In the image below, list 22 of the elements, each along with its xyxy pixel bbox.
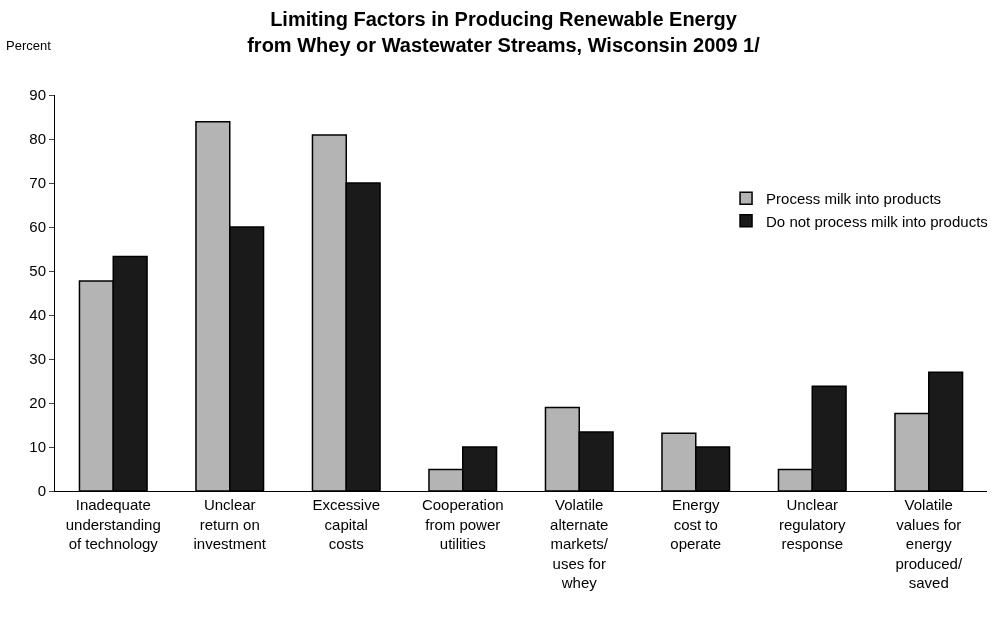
x-tick-label: Volatile values for energy produced/ saved (895, 496, 963, 591)
y-axis-title: Percent (6, 38, 52, 53)
x-tick-label: Excessive capital costs (312, 496, 381, 552)
y-tick-label: 20 (29, 394, 46, 412)
y-tick-label: 30 (29, 350, 46, 368)
y-tick-label: 90 (29, 86, 46, 104)
legend-label: Do not process milk into products (766, 212, 988, 230)
y-tick-label: 80 (29, 130, 46, 148)
y-tick-label: 40 (29, 306, 46, 324)
x-tick-label: Volatile alternate markets/ uses for whey (550, 496, 609, 591)
chart-title: Limiting Factors in Producing Renewable Energy from Whey or Wastewater Streams, Wisconsin 2009 1/ (247, 7, 761, 56)
y-tick-label: 50 (29, 262, 46, 280)
x-tick-label: Energy cost to operate (670, 496, 722, 552)
y-tick-label: 10 (29, 438, 46, 456)
legend-label: Process milk into products (766, 190, 942, 208)
x-tick-label: Cooperation from power utilities (421, 496, 504, 552)
x-tick-label: Unclear regulatory response (778, 496, 847, 552)
y-tick-label: 60 (29, 218, 46, 236)
y-tick-label: 0 (37, 482, 46, 500)
y-tick-label: 70 (29, 174, 46, 192)
x-tick-label: Inadequate understanding of technology (65, 496, 161, 552)
x-tick-label: Unclear return on investment (193, 496, 267, 552)
